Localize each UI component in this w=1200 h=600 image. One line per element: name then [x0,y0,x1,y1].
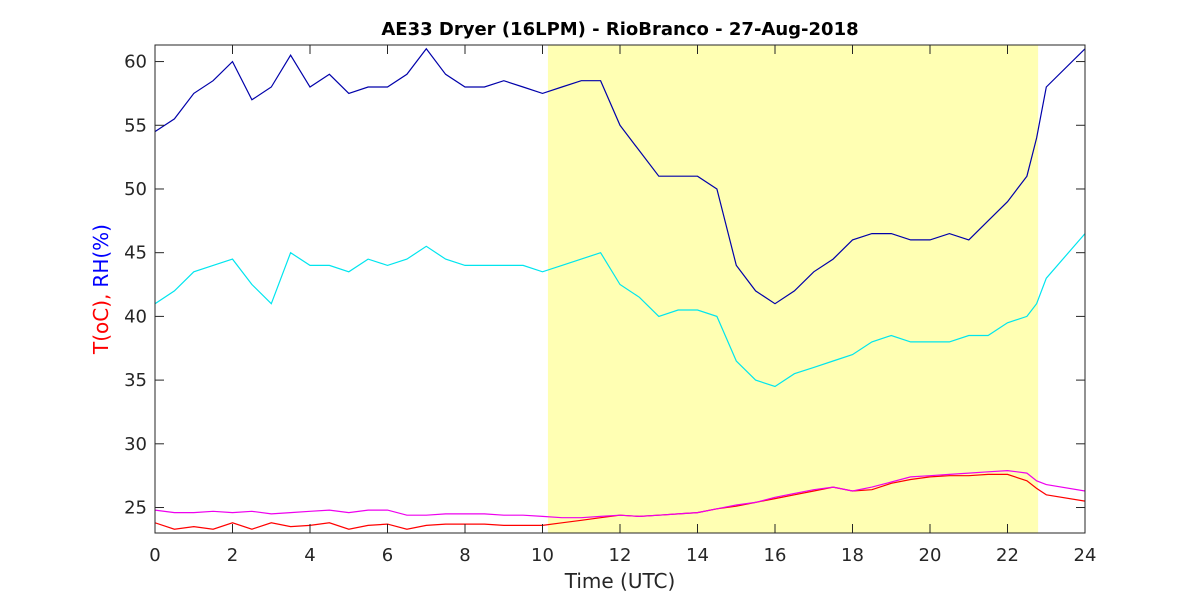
x-tick-label: 6 [382,545,393,566]
y-tick-label: 30 [124,434,147,455]
y-axis-label-part: RH(%) [89,224,113,288]
x-tick-label: 20 [919,545,942,566]
data-line [155,469,1085,519]
x-tick-label: 0 [149,545,160,566]
x-tick-label: 4 [304,545,315,566]
y-tick-label: 40 [124,306,147,327]
x-tick-label: 14 [686,545,709,566]
y-tick-label: 55 [124,115,147,136]
x-tick-label: 2 [227,545,238,566]
x-tick-label: 22 [996,545,1019,566]
chart-title: AE33 Dryer (16LPM) - RioBranco - 27-Aug-… [381,19,858,40]
y-axis-label: T(oC), RH(%) [89,224,113,355]
data-line [155,47,1085,305]
y-tick-label: 50 [124,179,147,200]
x-tick-label: 12 [609,545,632,566]
x-tick-label: 16 [764,545,787,566]
x-tick-label: 18 [841,545,864,566]
x-tick-label: 10 [531,545,554,566]
y-tick-label: 60 [124,52,147,73]
y-tick-label: 25 [124,498,147,519]
x-axis-label: Time (UTC) [564,569,676,593]
x-tick-label: 24 [1074,545,1097,566]
x-tick-label: 8 [459,545,470,566]
y-axis-label-part: T(oC), [89,294,113,355]
highlight-band [547,45,1039,533]
y-tick-label: 45 [124,243,147,264]
y-tick-label: 35 [124,370,147,391]
data-line [155,233,1085,388]
